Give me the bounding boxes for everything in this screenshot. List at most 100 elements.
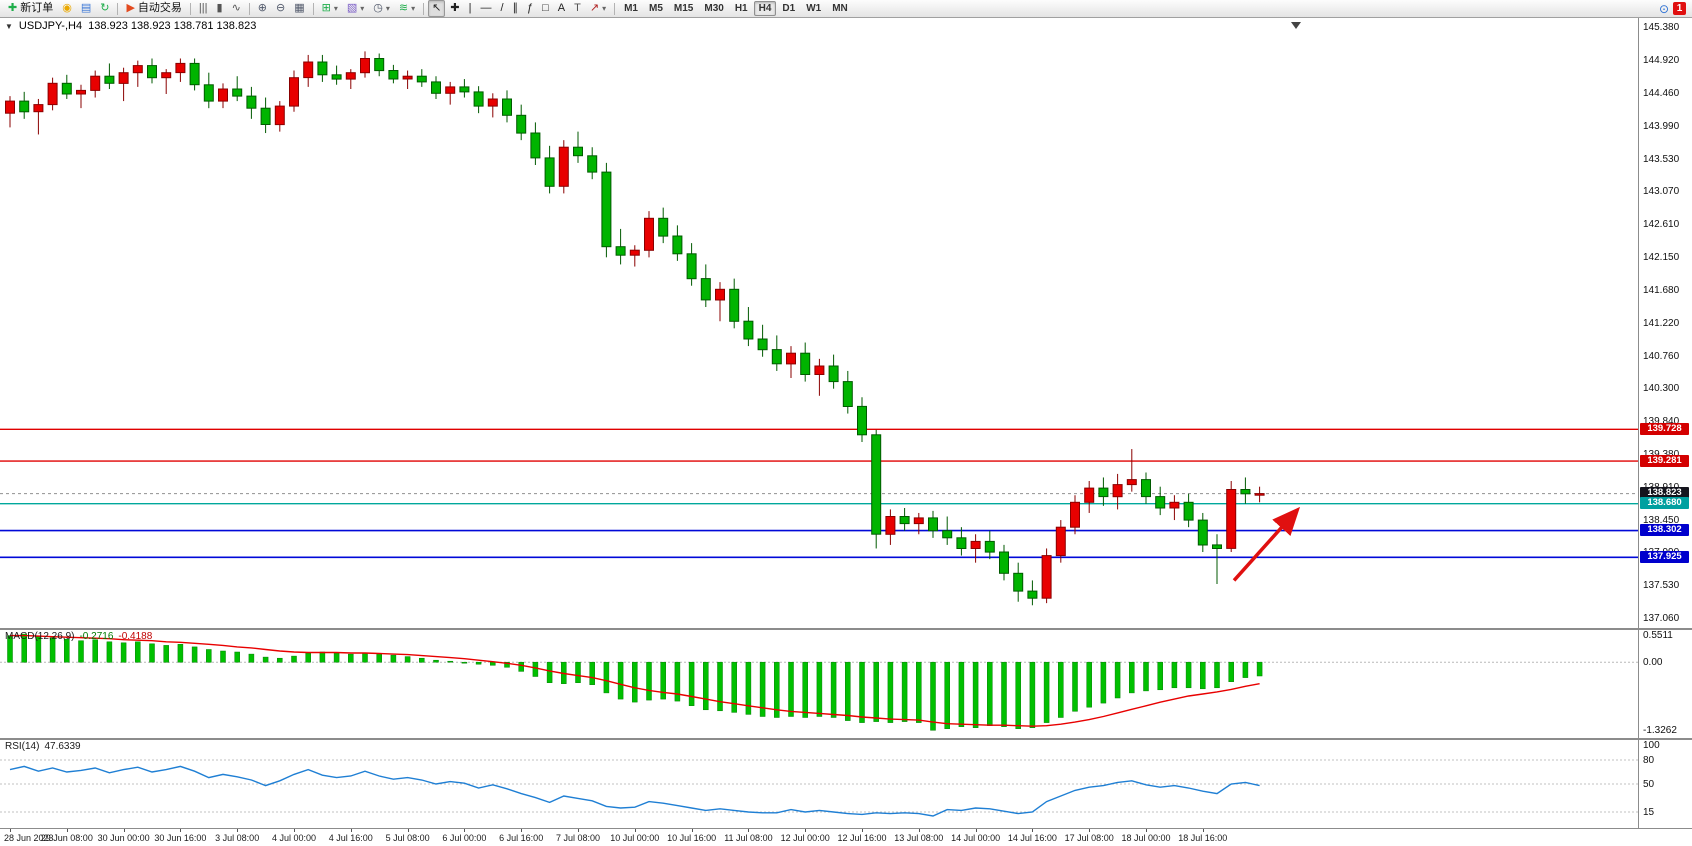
crosshair-tool-button[interactable]: ✚ xyxy=(446,0,463,17)
panel-splitter[interactable] xyxy=(0,738,1692,740)
shapes-tool-button[interactable]: □ xyxy=(538,0,553,17)
rsi-axis-label: 50 xyxy=(1643,778,1655,790)
price-axis-label: 137.530 xyxy=(1643,579,1680,591)
periods-button[interactable]: ◷ ▾ xyxy=(369,0,394,17)
cursor-tool-button[interactable]: ↖ xyxy=(428,0,446,17)
price-line-tag: 139.281 xyxy=(1640,454,1689,467)
bar-chart-mode-button[interactable]: ||| xyxy=(195,0,212,17)
time-axis-tick xyxy=(578,829,579,832)
vertical-line-tool-button[interactable]: | xyxy=(465,0,476,17)
macd-chart xyxy=(0,633,1638,731)
horizontal-line-tool-icon: — xyxy=(480,2,492,14)
trendline-tool-button[interactable]: / xyxy=(496,0,507,17)
time-axis-label: 18 Jul 00:00 xyxy=(1121,833,1171,843)
rsi-canvas[interactable]: RSI(14) 47.6339 xyxy=(0,740,1639,828)
time-axis-label: 29 Jun 08:00 xyxy=(40,833,93,843)
price-axis[interactable]: 145.380 144.920 144.460 143.990 143.530 143.0… xyxy=(1639,18,1692,628)
rsi-axis[interactable]: 100 80 50 15 xyxy=(1639,740,1692,828)
toolbar-separator xyxy=(117,2,119,15)
refresh-button[interactable]: ↻ xyxy=(96,0,113,17)
timeframe-h4[interactable]: H4 xyxy=(753,1,777,16)
chart-templates-button[interactable]: ▧ ▾ xyxy=(343,0,368,17)
ohlc-values: 138.923 138.923 138.781 138.823 xyxy=(88,20,257,32)
macd-canvas[interactable]: MACD(12,26,9) -0.2716 -0.4188 xyxy=(0,630,1639,738)
cursor-tool-icon: ↖ xyxy=(432,2,442,14)
macd-label: MACD(12,26,9) -0.2716 -0.4188 xyxy=(5,631,152,642)
zoom-out-button[interactable]: ⊖ xyxy=(272,0,289,17)
indicators-button[interactable]: ≋ ▾ xyxy=(395,0,419,17)
shapes-tool-icon: □ xyxy=(542,2,549,14)
timeframe-m30[interactable]: M30 xyxy=(704,3,724,14)
time-axis-tick xyxy=(634,829,636,832)
toolbar-separator xyxy=(423,2,425,15)
time-axis-label: 28 Jun 2023 xyxy=(4,833,54,843)
text-label-tool-button[interactable]: T xyxy=(570,0,585,17)
new-order-icon: ✚ xyxy=(8,2,18,14)
symbol-period-label: USDJPY-,H4 xyxy=(18,20,83,32)
time-axis-label: 30 Jun 16:00 xyxy=(154,833,207,843)
collapse-triangle-icon[interactable]: ▼ xyxy=(5,21,13,31)
search-icon[interactable]: ⊙ xyxy=(1658,1,1669,16)
time-axis-label: 4 Jul 00:00 xyxy=(271,833,317,843)
macd-axis-label: 0.5511 xyxy=(1643,630,1673,641)
time-axis-label: 4 Jul 16:00 xyxy=(328,833,373,843)
price-axis-label: 141.220 xyxy=(1643,317,1680,329)
profiles-button[interactable]: ▤ xyxy=(77,0,95,17)
time-axis-label: 7 Jul 08:00 xyxy=(555,833,601,843)
timeframe-m5[interactable]: M5 xyxy=(649,3,663,14)
time-axis-tick xyxy=(521,829,523,832)
price-line-tag: 138.302 xyxy=(1640,524,1689,537)
timeframe-h1[interactable]: H1 xyxy=(734,3,748,14)
zoom-in-button[interactable]: ⊕ xyxy=(254,0,271,17)
toolbar-separator xyxy=(248,2,250,15)
time-axis-label: 17 Jul 08:00 xyxy=(1064,833,1114,843)
new-chart-button[interactable]: ⊞ ▾ xyxy=(318,0,342,17)
time-axis-tick xyxy=(123,829,125,832)
tile-windows-button[interactable]: ▦ xyxy=(290,0,308,17)
chart-lightbulb-button[interactable]: ◉ xyxy=(58,0,76,17)
new-chart-icon: ⊞ xyxy=(321,2,331,14)
candlestick-mode-button[interactable]: ▮ xyxy=(213,0,227,17)
time-axis-tick xyxy=(805,829,807,832)
periods-icon: ◷ xyxy=(373,2,383,14)
autotrade-button[interactable]: ▶ 自动交易 xyxy=(122,0,185,17)
toolbar: ✚ 新订单 ◉ ▤ ↻ ▶ 自动交易 ||| ▮ ∿ ⊕ ⊖ ▦ ⊞ ▾ ▧ ▾ ◷ ▾ ≋ ▾ ↖ ✚ | — / ∥ ƒ □ A T ↗ ▾… xyxy=(0,0,1692,18)
time-axis[interactable]: 28 Jun 2023 29 Jun 08:00 30 Jun 00:00 30 Ju… xyxy=(0,828,1692,846)
horizontal-line-tool-button[interactable]: — xyxy=(476,0,495,17)
symbol-ohlc-header: ▼ USDJPY-,H4 138.923 138.923 138.781 138… xyxy=(5,20,256,32)
channel-tool-icon: ∥ xyxy=(512,2,519,14)
panel-splitter[interactable] xyxy=(0,628,1692,630)
time-axis-tick xyxy=(918,829,920,832)
line-chart-mode-button[interactable]: ∿ xyxy=(228,0,245,17)
time-axis-tick xyxy=(464,829,466,832)
chart-lightbulb-icon: ◉ xyxy=(62,2,72,14)
trendline-tool-icon: / xyxy=(500,2,504,14)
price-axis-label: 139.380 xyxy=(1643,449,1679,460)
text-tool-button[interactable]: A xyxy=(554,0,569,17)
macd-name: MACD(12,26,9) xyxy=(5,631,75,642)
time-axis-tick xyxy=(350,829,352,832)
timeframe-w1[interactable]: W1 xyxy=(806,3,822,14)
rsi-panel: RSI(14) 47.6339 100 80 50 15 xyxy=(0,740,1692,828)
notification-badge[interactable]: 1 xyxy=(1673,2,1686,15)
arrows-tool-button[interactable]: ↗ ▾ xyxy=(586,0,610,17)
macd-axis[interactable]: 0.5511 0.00 -1.3262 xyxy=(1639,630,1692,738)
timeframe-m15[interactable]: M15 xyxy=(673,3,694,14)
timeframe-m1[interactable]: M1 xyxy=(624,3,638,14)
timeframe-mn[interactable]: MN xyxy=(832,3,848,14)
time-axis-label: 3 Jul 08:00 xyxy=(215,833,260,843)
channel-tool-button[interactable]: ∥ xyxy=(509,0,523,17)
new-order-button[interactable]: ✚ 新订单 xyxy=(4,0,57,17)
fibonacci-tool-button[interactable]: ƒ xyxy=(523,0,537,17)
price-line-tag: 137.925 xyxy=(1640,550,1689,563)
toolbar-button-group: ✚ 新订单 ◉ ▤ ↻ ▶ 自动交易 ||| ▮ ∿ ⊕ ⊖ ▦ ⊞ ▾ ▧ ▾ ◷ ▾ ≋ ▾ ↖ ✚ | — / ∥ ƒ □ A T ↗ ▾ xyxy=(4,0,610,17)
chart-templates-icon: ▧ xyxy=(346,2,358,14)
zoom-in-icon: ⊕ xyxy=(257,2,267,14)
rsi-axis-label: 100 xyxy=(1643,740,1660,751)
price-chart-canvas[interactable]: ▼ USDJPY-,H4 138.923 138.923 138.781 138… xyxy=(0,18,1639,628)
time-axis-label: 11 Jul 08:00 xyxy=(724,833,773,843)
rsi-chart xyxy=(0,759,1638,817)
timeframe-d1[interactable]: D1 xyxy=(782,3,796,14)
crosshair-tool-icon: ✚ xyxy=(450,2,460,14)
indicators-icon: ≋ xyxy=(398,2,409,14)
